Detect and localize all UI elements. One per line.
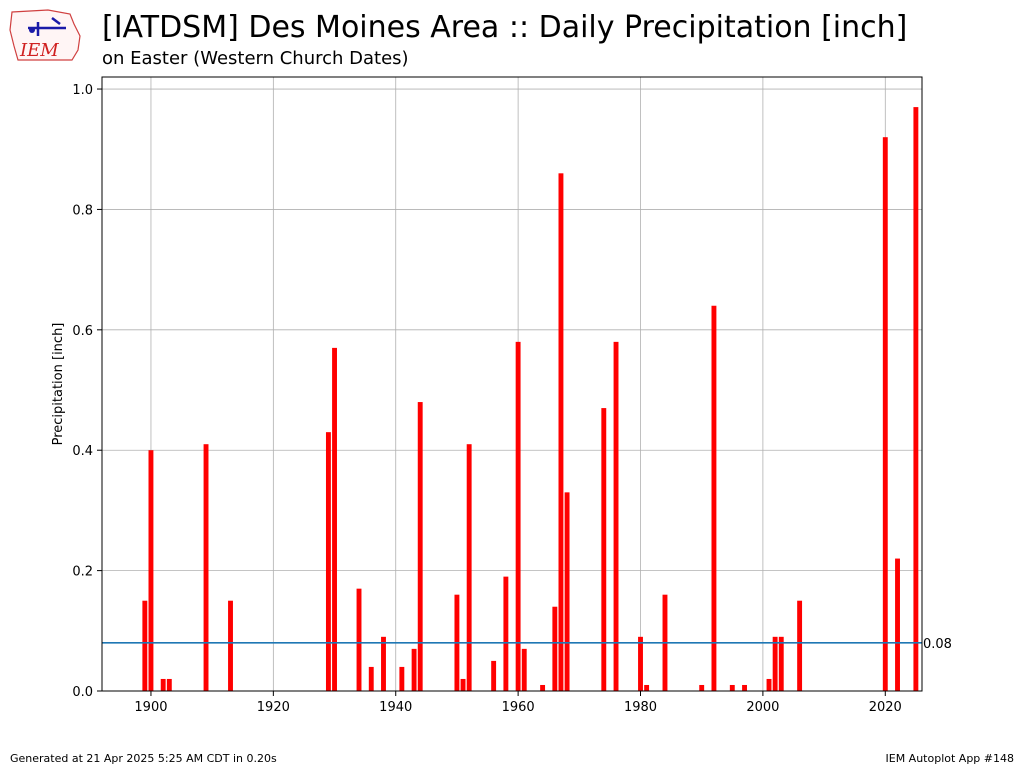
average-line-label: 0.08 [923, 637, 952, 652]
x-tick-label: 1920 [257, 700, 290, 715]
x-tick-label: 1940 [379, 700, 412, 715]
y-tick-label: 1.0 [72, 83, 93, 98]
logo-text: IEM [19, 40, 59, 61]
bar-1968 [564, 492, 570, 691]
bar-1956 [491, 660, 497, 691]
bar-2003 [778, 636, 784, 691]
bar-2002 [772, 636, 778, 691]
generated-timestamp: Generated at 21 Apr 2025 5:25 AM CDT in … [10, 752, 277, 765]
bar-1930 [332, 347, 337, 691]
y-tick-label: 0.4 [72, 444, 93, 459]
bar-1997 [742, 684, 747, 691]
x-tick-label: 1960 [502, 700, 535, 715]
x-tick-label: 1980 [624, 700, 657, 715]
bar-1958 [503, 576, 509, 691]
y-tick-label: 0.2 [72, 565, 93, 580]
bar-1952 [466, 444, 472, 691]
chart-title: [IATDSM] Des Moines Area :: Daily Precip… [102, 10, 908, 45]
bar-1964 [540, 684, 546, 691]
bar-1913 [228, 600, 233, 691]
bar-1903 [166, 678, 172, 691]
bar-2020 [882, 137, 888, 692]
x-tick-label: 1900 [134, 700, 167, 715]
y-axis-ticks: 0.0 0.2 0.4 0.6 0.8 1.0 [72, 83, 102, 700]
bar-1943 [411, 648, 417, 691]
bar-1966 [552, 606, 558, 691]
bar-1961 [521, 648, 527, 691]
grid-lines [102, 77, 922, 692]
app-label: IEM Autoplot App #148 [885, 752, 1015, 765]
bar-1929 [325, 432, 331, 691]
y-tick-label: 0.6 [72, 324, 93, 339]
bar-1938 [381, 636, 386, 691]
bar-1980 [638, 636, 643, 691]
bar-1990 [699, 684, 705, 691]
chart-subtitle: on Easter (Western Church Dates) [102, 48, 409, 69]
bar-1909 [203, 444, 209, 691]
y-axis-label: Precipitation [inch] [51, 323, 66, 446]
x-axis-ticks: 1900 1920 1940 1960 1980 2000 2020 [134, 691, 902, 715]
bar-1967 [558, 173, 564, 691]
bar-1900 [148, 450, 154, 691]
weather-station-icon [28, 17, 66, 36]
bar-1981 [644, 684, 650, 691]
bars [142, 107, 919, 692]
bar-1976 [613, 341, 619, 691]
x-tick-label: 2000 [746, 700, 779, 715]
bar-2006 [797, 600, 803, 691]
y-tick-label: 0.0 [72, 685, 93, 700]
bar-2001 [766, 678, 772, 691]
bar-1936 [368, 666, 374, 691]
bar-1899 [142, 600, 148, 691]
bar-1960 [515, 341, 521, 691]
bar-1944 [417, 402, 423, 691]
bar-1995 [729, 684, 735, 691]
bar-1951 [460, 678, 466, 691]
bar-1941 [399, 666, 405, 691]
x-tick-label: 2020 [869, 700, 902, 715]
bar-1974 [601, 408, 607, 691]
bar-1992 [711, 305, 717, 691]
plot-frame [101, 76, 923, 692]
bar-2022 [895, 558, 900, 691]
y-tick-label: 0.8 [72, 203, 93, 218]
bar-1934 [356, 588, 362, 691]
iem-logo: IEM [9, 9, 81, 61]
bar-2025 [913, 107, 919, 692]
average-line-group: 0.08 [102, 637, 952, 652]
bar-1902 [160, 678, 166, 691]
